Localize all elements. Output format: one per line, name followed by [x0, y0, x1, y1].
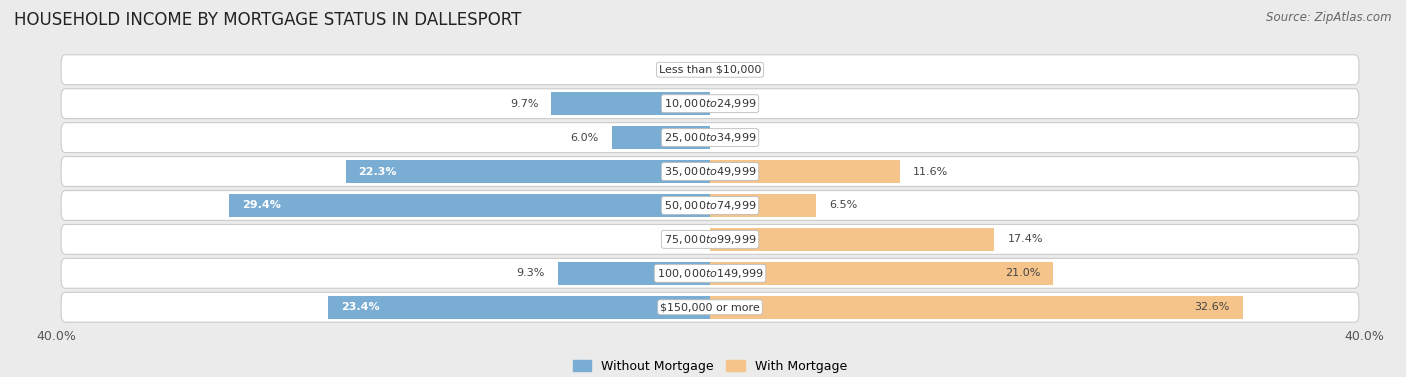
Text: 29.4%: 29.4% — [243, 201, 281, 210]
Text: Less than $10,000: Less than $10,000 — [659, 65, 761, 75]
Bar — [346, 160, 710, 183]
Text: 21.0%: 21.0% — [1005, 268, 1040, 278]
FancyBboxPatch shape — [60, 258, 1360, 288]
Text: HOUSEHOLD INCOME BY MORTGAGE STATUS IN DALLESPORT: HOUSEHOLD INCOME BY MORTGAGE STATUS IN D… — [14, 11, 522, 29]
Bar — [710, 262, 1053, 285]
Bar — [710, 296, 1243, 319]
Text: $10,000 to $24,999: $10,000 to $24,999 — [664, 97, 756, 110]
FancyBboxPatch shape — [60, 292, 1360, 322]
FancyBboxPatch shape — [60, 55, 1360, 85]
Text: 17.4%: 17.4% — [1008, 234, 1043, 244]
FancyBboxPatch shape — [60, 89, 1360, 119]
FancyBboxPatch shape — [60, 156, 1360, 187]
Text: Source: ZipAtlas.com: Source: ZipAtlas.com — [1267, 11, 1392, 24]
FancyBboxPatch shape — [60, 224, 1360, 254]
Legend: Without Mortgage, With Mortgage: Without Mortgage, With Mortgage — [568, 355, 852, 377]
Text: 32.6%: 32.6% — [1195, 302, 1230, 312]
Text: 0.0%: 0.0% — [727, 65, 755, 75]
Text: $35,000 to $49,999: $35,000 to $49,999 — [664, 165, 756, 178]
FancyBboxPatch shape — [60, 190, 1360, 221]
Text: $150,000 or more: $150,000 or more — [661, 302, 759, 312]
Bar — [710, 160, 900, 183]
FancyBboxPatch shape — [60, 123, 1360, 153]
Text: 0.0%: 0.0% — [665, 65, 693, 75]
Bar — [328, 296, 710, 319]
Bar — [710, 194, 817, 217]
Text: 9.7%: 9.7% — [510, 99, 538, 109]
Bar — [612, 126, 710, 149]
Text: 6.0%: 6.0% — [571, 133, 599, 143]
Text: $75,000 to $99,999: $75,000 to $99,999 — [664, 233, 756, 246]
Bar — [710, 228, 994, 251]
Text: 0.0%: 0.0% — [727, 133, 755, 143]
Text: $50,000 to $74,999: $50,000 to $74,999 — [664, 199, 756, 212]
Text: 6.5%: 6.5% — [830, 201, 858, 210]
Bar — [551, 92, 710, 115]
Text: $25,000 to $34,999: $25,000 to $34,999 — [664, 131, 756, 144]
Text: $100,000 to $149,999: $100,000 to $149,999 — [657, 267, 763, 280]
Bar — [229, 194, 710, 217]
Text: 0.0%: 0.0% — [727, 99, 755, 109]
Bar — [558, 262, 710, 285]
Text: 11.6%: 11.6% — [912, 167, 948, 176]
Text: 23.4%: 23.4% — [340, 302, 380, 312]
Text: 22.3%: 22.3% — [359, 167, 396, 176]
Text: 9.3%: 9.3% — [516, 268, 546, 278]
Text: 0.0%: 0.0% — [665, 234, 693, 244]
